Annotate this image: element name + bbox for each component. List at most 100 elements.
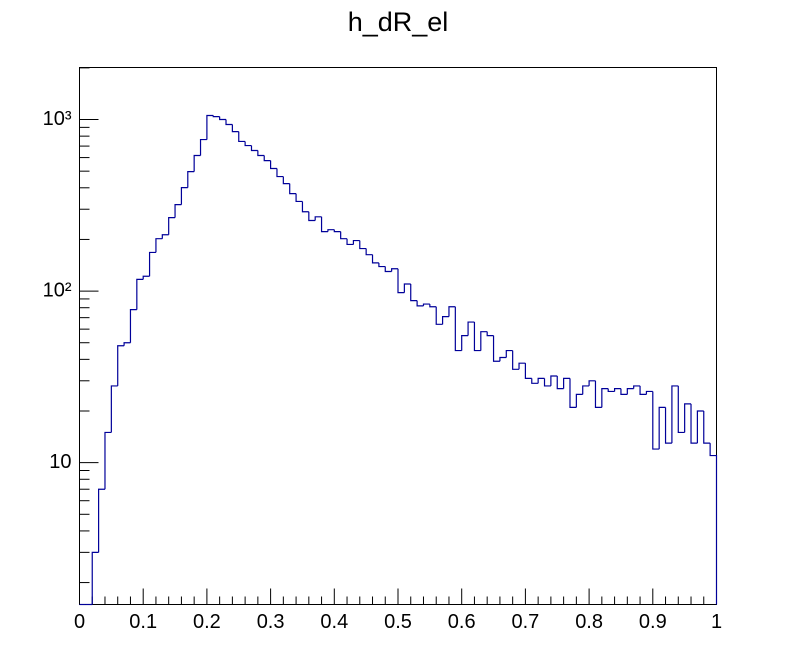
x-tick-label: 0.8 <box>575 611 603 633</box>
histogram-bin <box>454 306 462 352</box>
histogram-bin <box>327 229 335 232</box>
histogram-bin <box>91 551 99 605</box>
x-tick-label: 0.6 <box>448 611 476 633</box>
y-tick-label: 10 <box>49 451 71 473</box>
histogram-bin <box>155 238 163 253</box>
histogram-bin <box>435 306 443 325</box>
y-tick-label: 10² <box>43 279 72 301</box>
histogram-bin <box>301 201 309 213</box>
histogram-bin <box>658 406 666 450</box>
x-tick-label: 0.1 <box>129 611 157 633</box>
histogram-bin <box>499 356 507 362</box>
histogram-bin <box>671 385 679 444</box>
histogram-bin <box>703 411 711 444</box>
histogram-bin <box>276 168 284 178</box>
x-tick-label: 1 <box>711 611 722 633</box>
histogram-bin <box>696 410 704 444</box>
histogram-bin <box>429 304 437 308</box>
histogram-bin <box>161 234 169 239</box>
histogram-bin <box>531 378 539 384</box>
histogram-bin <box>467 321 475 336</box>
histogram-bin <box>365 248 373 256</box>
histogram-bin <box>550 375 558 386</box>
histogram-bin <box>270 160 277 170</box>
histogram-bin <box>626 388 634 395</box>
histogram-bin <box>110 385 118 433</box>
histogram-bin <box>225 119 233 126</box>
histogram-bin <box>193 154 201 172</box>
histogram-bin <box>340 231 348 240</box>
histogram-bin <box>378 262 386 268</box>
histogram-bin <box>123 342 131 346</box>
histogram-bin <box>416 300 424 307</box>
histogram-bin <box>473 322 481 352</box>
histogram-bin <box>352 239 360 245</box>
histogram-bin <box>645 390 653 395</box>
histogram-bin <box>505 349 513 358</box>
x-tick-label: 0.7 <box>511 611 539 633</box>
histogram-bin <box>212 115 220 118</box>
histogram-bin <box>512 350 520 370</box>
histogram-bin <box>314 216 322 221</box>
histogram-bin <box>295 193 303 203</box>
histogram-bin <box>664 407 672 444</box>
histogram-bin <box>518 362 526 370</box>
histogram-bin <box>422 303 430 306</box>
histogram-bin <box>346 238 354 246</box>
histogram-bin <box>371 254 379 264</box>
histogram-bin <box>117 345 125 386</box>
histogram-bin <box>129 308 137 343</box>
histogram-bin <box>136 278 144 310</box>
x-tick-label: 0.4 <box>320 611 348 633</box>
histogram-bin <box>282 176 290 185</box>
histogram-bin <box>684 403 692 433</box>
histogram-bin <box>607 388 615 393</box>
histogram-bin <box>263 155 271 162</box>
histogram-bin <box>537 377 545 384</box>
histogram-bin <box>582 385 590 395</box>
chart-title: h_dR_el <box>348 7 449 37</box>
histogram-bin <box>410 283 418 302</box>
x-tick-label: 0.3 <box>257 611 285 633</box>
histogram-bin <box>486 331 494 337</box>
histogram-bin <box>219 116 227 121</box>
histogram-bin <box>180 187 188 205</box>
histogram-bin <box>480 331 488 351</box>
histogram-bin <box>601 388 609 408</box>
histogram-bin <box>397 268 405 294</box>
histogram-bin <box>569 378 577 408</box>
histogram-bin <box>492 335 500 362</box>
histogram-bin <box>677 385 685 434</box>
histogram-bin <box>244 141 252 147</box>
histogram-bin <box>613 388 621 392</box>
histogram-bin <box>461 335 469 351</box>
histogram-bin <box>448 306 456 317</box>
histogram-bin <box>594 380 602 408</box>
histogram-bin <box>320 216 328 233</box>
histogram-bin <box>524 363 532 379</box>
histogram-bin <box>709 443 718 605</box>
histogram-bin <box>563 377 570 389</box>
histogram-bin <box>333 229 341 233</box>
x-tick-label: 0.5 <box>384 611 412 633</box>
histogram-bin <box>588 380 596 386</box>
histogram-bin <box>556 375 564 390</box>
y-tick-label: 10³ <box>43 108 72 130</box>
histogram-bin <box>308 211 316 222</box>
histogram-bin <box>575 393 583 408</box>
histogram-bin <box>250 145 258 152</box>
x-tick-label: 0.9 <box>639 611 667 633</box>
histogram-bin <box>231 124 239 133</box>
histogram-bin <box>359 240 367 250</box>
histogram-bin <box>104 431 112 490</box>
histogram-bin <box>639 385 647 395</box>
histogram-bin <box>633 385 641 389</box>
histogram-bin <box>391 268 398 272</box>
histogram-bin <box>441 316 449 325</box>
histogram-bin <box>403 283 411 293</box>
histogram-bin <box>199 138 207 156</box>
histogram-bin <box>384 266 392 273</box>
x-tick-label: 0 <box>74 611 85 633</box>
